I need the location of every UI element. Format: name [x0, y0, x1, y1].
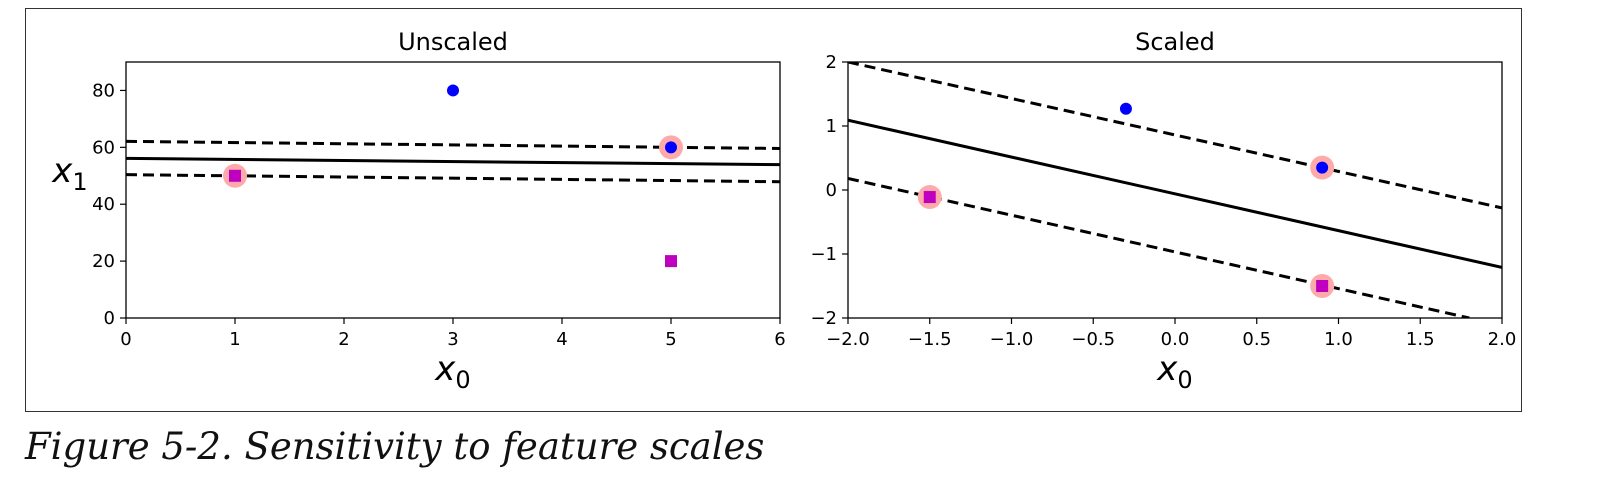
x-tick-label: −1.5 — [908, 329, 952, 350]
data-points — [923, 102, 1329, 292]
x-tick-label: 1.0 — [1324, 329, 1353, 350]
y-tick-label: 80 — [92, 80, 115, 101]
chart-title: Scaled — [1135, 28, 1215, 56]
chart-panel-unscaled: Unscaled 0 1 2 3 4 5 6 0 20 40 60 80 x0 x1 — [51, 28, 785, 394]
circle-point — [1119, 102, 1132, 115]
decision-boundary — [848, 118, 1502, 269]
x-tick-label: 1.5 — [1406, 329, 1435, 350]
x-tick-label: 0.0 — [1161, 329, 1190, 350]
y-tick-label: 1 — [826, 116, 837, 137]
chart-panel-scaled: Scaled −2.0 −1.5 −1.0 −0.5 0.0 0.5 1.0 1.5 2.0 −… — [810, 28, 1516, 394]
upper-margin — [848, 62, 1502, 210]
chart-title: Unscaled — [398, 28, 508, 56]
y-axis-label: x1 — [51, 151, 87, 196]
plot-area — [125, 61, 781, 319]
square-point — [665, 255, 677, 268]
x-tick-label: 0 — [120, 329, 131, 350]
data-points — [229, 84, 677, 268]
square-point — [923, 191, 936, 204]
x-tick-label: 1 — [229, 329, 240, 350]
decision-lines — [848, 62, 1502, 318]
figure-caption: Figure 5-2. Sensitivity to feature scale… — [25, 425, 765, 468]
x-tick-label: 2 — [338, 329, 349, 350]
circle-point — [447, 84, 459, 97]
decision-boundary — [126, 156, 780, 167]
y-tick-label: 40 — [92, 194, 115, 215]
x-tick-label: −2.0 — [826, 329, 870, 350]
x-axis-ticks: −2.0 −1.5 −1.0 −0.5 0.0 0.5 1.0 1.5 2.0 — [826, 318, 1516, 350]
y-tick-label: 60 — [92, 137, 115, 158]
y-axis-ticks: 0 20 40 60 80 — [92, 80, 126, 329]
x-tick-label: 2.0 — [1488, 329, 1517, 350]
y-tick-label: −1 — [810, 244, 837, 265]
x-tick-label: −1.0 — [990, 329, 1034, 350]
support-vector-highlights — [917, 155, 1335, 298]
circle-point — [1316, 161, 1329, 174]
x-tick-label: 4 — [556, 329, 567, 350]
y-tick-label: 2 — [826, 52, 837, 73]
x-tick-label: 6 — [774, 329, 785, 350]
x-axis-label: x0 — [1156, 349, 1192, 394]
square-point — [1316, 280, 1329, 292]
y-tick-label: 0 — [826, 180, 837, 201]
x-tick-label: −0.5 — [1071, 329, 1115, 350]
lower-margin — [848, 177, 1470, 318]
x-tick-label: 3 — [447, 329, 458, 350]
square-point — [229, 169, 241, 182]
y-tick-label: −2 — [810, 308, 837, 329]
circle-point — [665, 141, 677, 154]
x-tick-label: 0.5 — [1242, 329, 1271, 350]
x-axis-ticks: 0 1 2 3 4 5 6 — [120, 318, 786, 350]
x-axis-label: x0 — [434, 349, 470, 394]
x-tick-label: 5 — [665, 329, 676, 350]
figure-frame — [25, 8, 1522, 412]
y-axis-ticks: −2 −1 0 1 2 — [810, 52, 848, 329]
plot-area — [847, 61, 1503, 319]
y-tick-label: 20 — [92, 251, 115, 272]
y-tick-label: 0 — [104, 308, 115, 329]
